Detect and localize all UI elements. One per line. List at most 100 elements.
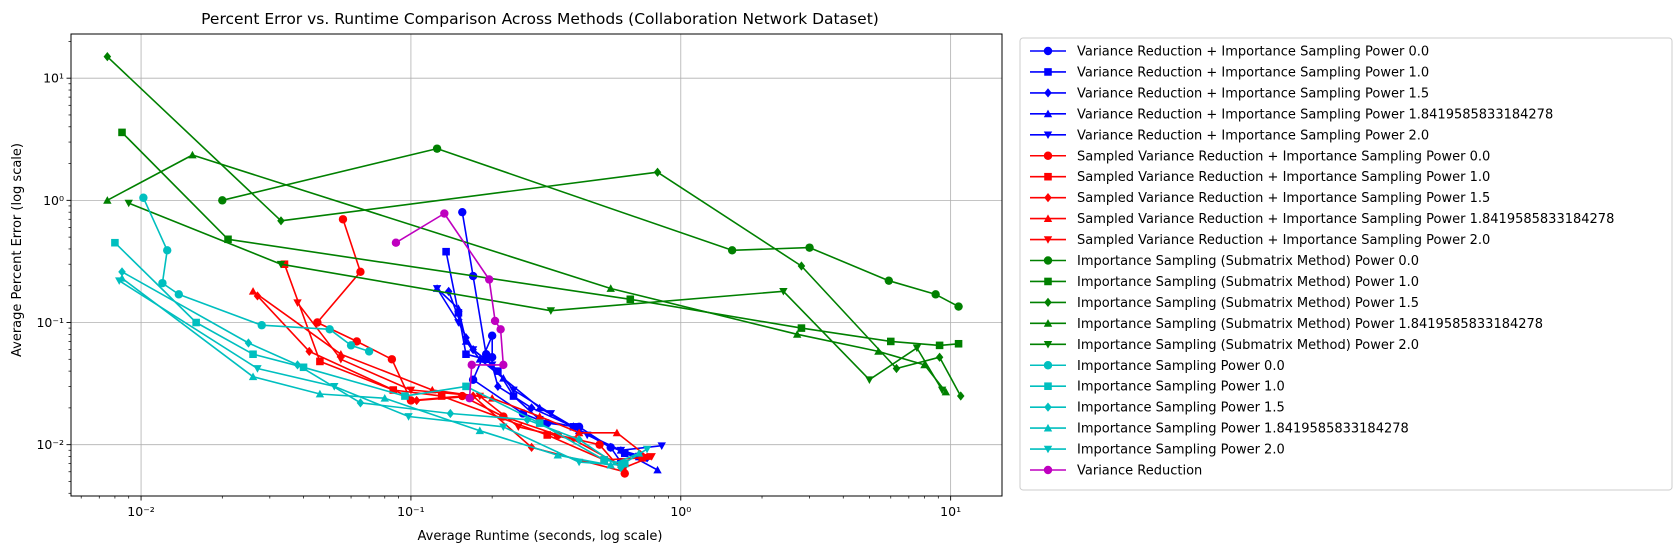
data-point — [432, 285, 442, 293]
legend-entry-16: Importance Sampling Power 1.0 — [1030, 380, 1285, 395]
legend-marker — [1043, 236, 1053, 244]
data-point — [444, 286, 453, 296]
data-point — [490, 316, 500, 326]
series-line — [252, 290, 648, 458]
legend-entry-7: Sampled Variance Reduction + Importance … — [1030, 191, 1490, 206]
data-point — [496, 325, 505, 334]
legend-marker — [1044, 297, 1052, 308]
data-point — [657, 442, 666, 450]
series-19 — [115, 277, 652, 470]
legend-entry-14: Importance Sampling (Submatrix Method) P… — [1030, 338, 1419, 353]
legend-entry-6: Sampled Variance Reduction + Importance … — [1030, 170, 1490, 185]
data-point — [475, 355, 485, 363]
legend-entry-15: Importance Sampling Power 0.0 — [1030, 359, 1285, 374]
data-point — [432, 144, 442, 153]
data-point — [642, 445, 652, 454]
x-tick-label: 10¹ — [940, 504, 961, 519]
data-point — [931, 290, 940, 299]
data-point — [299, 363, 308, 372]
data-point — [364, 347, 374, 356]
data-point — [244, 338, 253, 348]
legend-label: Importance Sampling Power 1.5 — [1077, 401, 1285, 416]
data-point — [139, 193, 148, 202]
data-point — [638, 454, 647, 462]
series-14 — [124, 199, 947, 395]
data-point — [316, 357, 324, 366]
series-line — [395, 212, 505, 399]
data-point — [535, 412, 544, 420]
data-point — [467, 360, 476, 370]
series-line — [118, 280, 648, 466]
data-point — [937, 386, 947, 395]
legend-label: Variance Reduction + Importance Sampling… — [1077, 128, 1429, 143]
data-point — [475, 426, 485, 435]
data-point — [454, 319, 463, 327]
x-tick-label: 10⁻¹ — [397, 504, 425, 519]
data-point — [546, 307, 556, 315]
legend-marker — [1043, 109, 1053, 118]
x-tick-label: 10⁰ — [670, 504, 691, 519]
data-point — [884, 276, 894, 285]
data-point — [454, 309, 463, 317]
data-point — [647, 453, 656, 461]
data-point — [111, 238, 119, 247]
data-point — [935, 352, 944, 362]
series-group — [103, 52, 965, 478]
data-point — [499, 360, 508, 370]
legend-label: Variance Reduction + Importance Sampling… — [1077, 45, 1429, 60]
chart-title: Percent Error vs. Runtime Comparison Acr… — [201, 10, 879, 28]
data-point — [330, 383, 339, 391]
data-point — [103, 196, 112, 204]
legend-marker — [1044, 68, 1052, 76]
series-16 — [111, 238, 629, 468]
legend-marker — [1043, 131, 1053, 139]
series-line — [106, 154, 947, 393]
data-point — [115, 277, 124, 285]
legend-label: Importance Sampling (Submatrix Method) P… — [1077, 254, 1419, 269]
data-point — [468, 346, 478, 354]
data-point — [118, 267, 126, 277]
data-point — [727, 246, 737, 255]
data-point — [224, 235, 232, 244]
data-point — [874, 347, 883, 355]
legend-label: Importance Sampling (Submatrix Method) P… — [1077, 275, 1419, 290]
y-tick-label: 10⁰ — [43, 193, 64, 208]
data-point — [293, 299, 302, 307]
legend-label: Sampled Variance Reduction + Importance … — [1077, 191, 1490, 206]
legend-entry-5: Sampled Variance Reduction + Importance … — [1030, 149, 1490, 164]
series-line — [121, 131, 959, 347]
data-point — [387, 355, 397, 364]
legend-marker — [1044, 277, 1052, 286]
legend-marker — [1044, 193, 1052, 203]
data-point — [612, 428, 622, 437]
data-point — [253, 365, 262, 373]
legend-marker — [1043, 465, 1053, 475]
data-point — [103, 52, 112, 62]
legend-marker — [1043, 340, 1053, 349]
data-point — [346, 341, 356, 350]
legend-marker — [1043, 256, 1053, 265]
series-13 — [103, 150, 951, 396]
minor-ticks — [68, 41, 939, 499]
data-point — [163, 246, 172, 255]
data-point — [401, 392, 409, 400]
series-line — [128, 202, 943, 391]
data-point — [487, 353, 497, 362]
legend-entry-20: Variance Reduction — [1030, 464, 1202, 479]
data-point — [124, 199, 133, 208]
series-17 — [118, 267, 625, 473]
data-point — [546, 410, 556, 418]
data-point — [446, 408, 455, 419]
legend-entry-19: Importance Sampling Power 2.0 — [1030, 443, 1285, 458]
series-0 — [458, 207, 626, 467]
data-point — [158, 278, 167, 288]
legend-marker — [1044, 402, 1052, 412]
data-point — [805, 243, 814, 252]
data-point — [336, 355, 346, 364]
data-point — [499, 423, 508, 432]
plot-frame — [70, 33, 1003, 497]
data-point — [356, 398, 365, 408]
data-point — [797, 261, 806, 271]
data-point — [494, 381, 502, 392]
data-point — [553, 450, 562, 459]
